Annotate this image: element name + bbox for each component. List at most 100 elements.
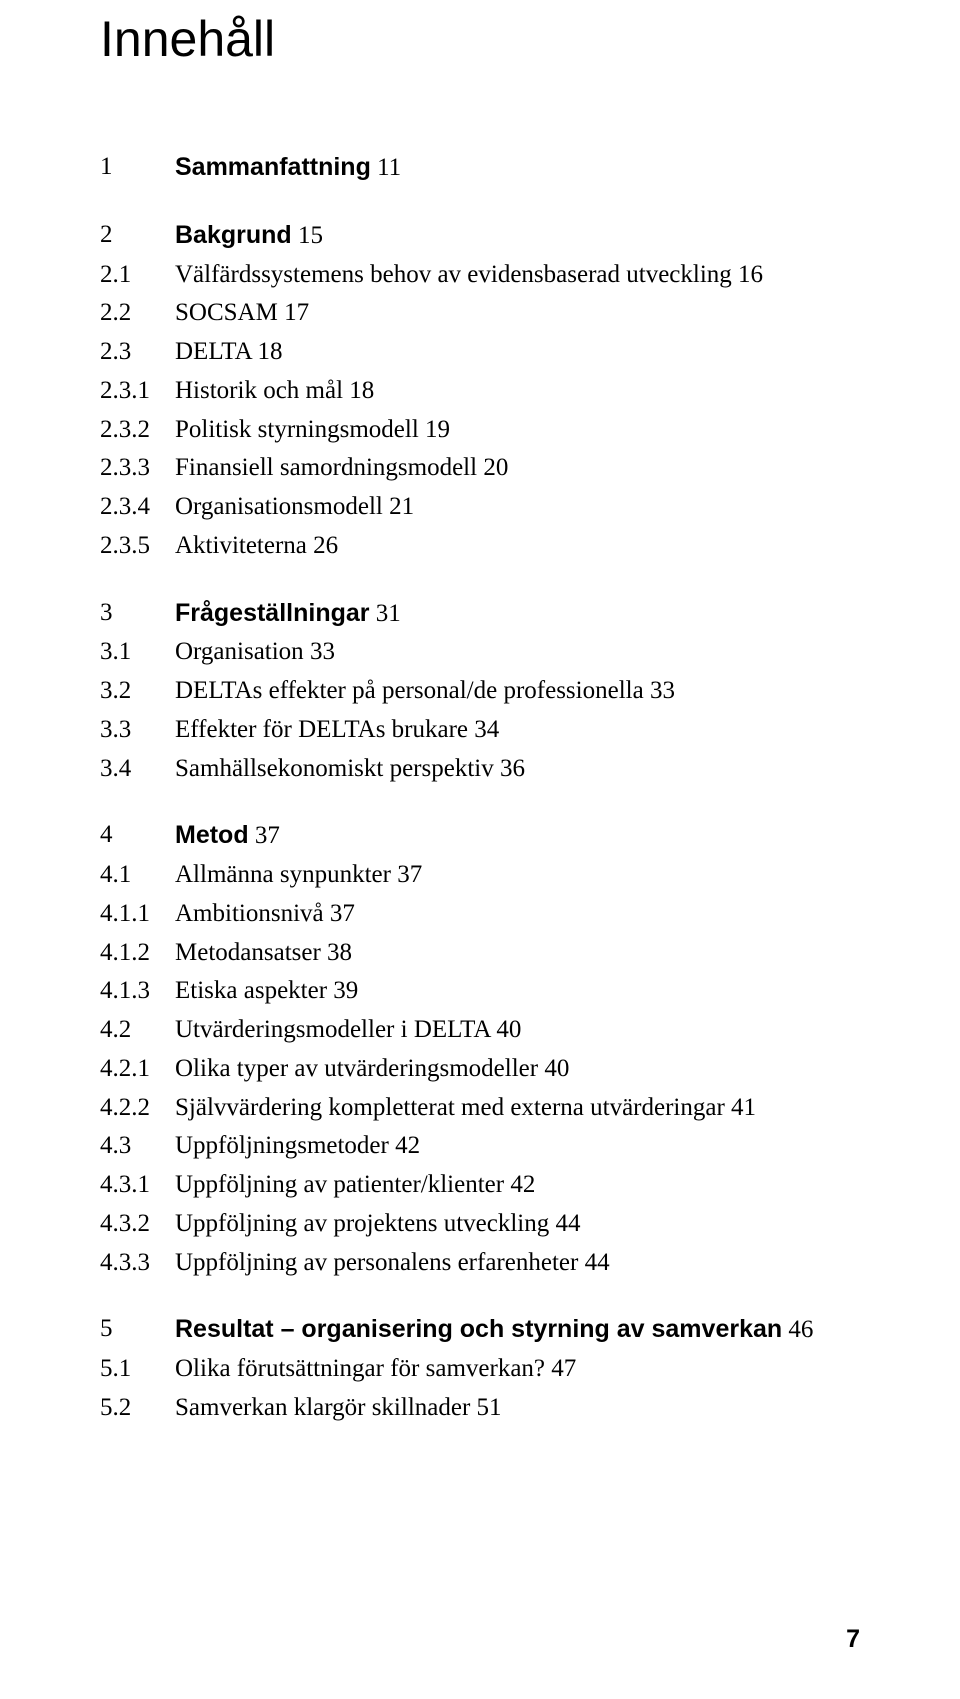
toc-entry: 5.2Samverkan klargör skillnader 51: [100, 1389, 860, 1428]
toc-entry-page: 40: [490, 1016, 521, 1043]
toc-entry-label: Uppföljning av patienter/klienter: [175, 1171, 504, 1198]
toc-entry-label: Samhällsekonomiskt perspektiv: [175, 755, 494, 782]
toc-entry-number: 2.3.1: [100, 372, 175, 411]
toc-entry-text: Politisk styrningsmodell 19: [175, 411, 860, 450]
toc-entry-number: 2.1: [100, 256, 175, 295]
toc-entry-page: 18: [251, 338, 282, 365]
toc-entry-page: 37: [324, 900, 355, 927]
toc-entry-label: Samverkan klargör skillnader: [175, 1394, 470, 1421]
toc-entry-label: Olika typer av utvärderingsmodeller: [175, 1055, 538, 1082]
toc-entry-label: Finansiell samordningsmodell: [175, 454, 477, 481]
toc-entry-label: Olika förutsättningar för samverkan?: [175, 1355, 545, 1382]
toc-entry-label: Aktiviteterna: [175, 532, 307, 559]
toc-entry-number: 4.2.1: [100, 1050, 175, 1089]
toc-entry-text: Effekter för DELTAs brukare 34: [175, 711, 860, 750]
toc-entry: 4.1.1Ambitionsnivå 37: [100, 895, 860, 934]
toc-entry-number: 4: [100, 816, 175, 856]
toc-entry-text: Historik och mål 18: [175, 372, 860, 411]
toc-entry-label: DELTAs effekter på personal/de professio…: [175, 677, 644, 704]
toc-entry-label: Metodansatser: [175, 939, 321, 966]
toc-entry: 4.1Allmänna synpunkter 37: [100, 856, 860, 895]
toc-entry-label: Uppföljning av personalens erfarenheter: [175, 1249, 578, 1276]
toc-entry-text: Samverkan klargör skillnader 51: [175, 1389, 860, 1428]
toc-entry-number: 3.4: [100, 750, 175, 789]
toc-entry-page: 34: [468, 716, 499, 743]
toc-entry-number: 5: [100, 1310, 175, 1350]
toc-entry-number: 3.2: [100, 672, 175, 711]
toc-entry: 4.2Utvärderingsmodeller i DELTA 40: [100, 1011, 860, 1050]
toc-entry: 4.3.3Uppföljning av personalens erfarenh…: [100, 1244, 860, 1283]
toc-entry-label: Effekter för DELTAs brukare: [175, 716, 468, 743]
toc-entry-label: DELTA: [175, 338, 251, 365]
toc-entry-text: Organisationsmodell 21: [175, 488, 860, 527]
toc-entry-page: 33: [644, 677, 675, 704]
toc-entry-number: 2: [100, 216, 175, 256]
toc-entry-page: 47: [545, 1355, 576, 1382]
toc-entry-number: 3: [100, 594, 175, 634]
toc-entry-label: Utvärderingsmodeller i DELTA: [175, 1016, 490, 1043]
toc-entry-number: 5.2: [100, 1389, 175, 1428]
toc-entry-number: 4.3.2: [100, 1205, 175, 1244]
toc-entry: 4.3.1Uppföljning av patienter/klienter 4…: [100, 1166, 860, 1205]
table-of-contents: 1Sammanfattning 112Bakgrund 152.1Välfärd…: [100, 148, 860, 1428]
toc-entry-page: 26: [307, 532, 338, 559]
toc-entry-page: 37: [391, 861, 422, 888]
document-page: Innehåll 1Sammanfattning 112Bakgrund 152…: [0, 0, 960, 1699]
toc-entry-number: 4.3.3: [100, 1244, 175, 1283]
toc-entry-page: 33: [304, 638, 335, 665]
toc-entry-page: 16: [732, 261, 763, 288]
toc-entry-label: Välfärdssystemens behov av evidensbasera…: [175, 261, 732, 288]
toc-entry-label: Allmänna synpunkter: [175, 861, 391, 888]
toc-entry-number: 4.3: [100, 1127, 175, 1166]
toc-entry-label: Ambitionsnivå: [175, 900, 324, 927]
toc-entry-page: 40: [538, 1055, 569, 1082]
toc-entry: 2.3.2Politisk styrningsmodell 19: [100, 411, 860, 450]
toc-entry: 4Metod 37: [100, 816, 860, 856]
toc-entry-number: 4.3.1: [100, 1166, 175, 1205]
toc-entry: 1Sammanfattning 11: [100, 148, 860, 188]
toc-entry-number: 2.3.2: [100, 411, 175, 450]
toc-entry-page: 15: [292, 222, 323, 249]
toc-entry-text: Metod 37: [175, 816, 860, 856]
toc-entry-page: 51: [470, 1394, 501, 1421]
toc-entry-page: 42: [389, 1132, 420, 1159]
toc-entry: 3.3Effekter för DELTAs brukare 34: [100, 711, 860, 750]
toc-entry: 3.1Organisation 33: [100, 633, 860, 672]
toc-entry-text: Uppföljning av projektens utveckling 44: [175, 1205, 860, 1244]
toc-entry: 5Resultat – organisering och styrning av…: [100, 1310, 860, 1350]
page-number: 7: [846, 1625, 860, 1654]
toc-entry-number: 1: [100, 148, 175, 188]
toc-entry-text: DELTA 18: [175, 333, 860, 372]
toc-entry-text: Finansiell samordningsmodell 20: [175, 449, 860, 488]
toc-entry-text: Uppföljning av personalens erfarenheter …: [175, 1244, 860, 1283]
toc-entry-page: 18: [343, 377, 374, 404]
toc-entry-number: 3.1: [100, 633, 175, 672]
toc-entry: 2.2SOCSAM 17: [100, 294, 860, 333]
toc-entry-text: Resultat – organisering och styrning av …: [175, 1310, 860, 1350]
toc-entry: 4.3Uppföljningsmetoder 42: [100, 1127, 860, 1166]
section-gap: [100, 188, 860, 216]
toc-entry: 4.3.2Uppföljning av projektens utvecklin…: [100, 1205, 860, 1244]
toc-entry-text: Självvärdering kompletterat med externa …: [175, 1089, 860, 1128]
toc-entry-text: Frågeställningar 31: [175, 594, 860, 634]
toc-entry: 2Bakgrund 15: [100, 216, 860, 256]
toc-entry-label: Självvärdering kompletterat med externa …: [175, 1094, 725, 1121]
toc-entry-label: Organisation: [175, 638, 304, 665]
toc-entry: 4.1.2Metodansatser 38: [100, 934, 860, 973]
toc-entry-label: SOCSAM: [175, 299, 278, 326]
toc-entry: 2.3.1Historik och mål 18: [100, 372, 860, 411]
toc-entry-page: 20: [477, 454, 508, 481]
toc-entry-label: Bakgrund: [175, 221, 292, 249]
toc-entry-label: Metod: [175, 821, 249, 849]
toc-entry-number: 2.3.5: [100, 527, 175, 566]
toc-entry-page: 37: [249, 822, 280, 849]
toc-entry-page: 19: [419, 416, 450, 443]
toc-entry-label: Uppföljning av projektens utveckling: [175, 1210, 549, 1237]
toc-entry: 2.3DELTA 18: [100, 333, 860, 372]
toc-entry-text: DELTAs effekter på personal/de professio…: [175, 672, 860, 711]
toc-entry-label: Sammanfattning: [175, 153, 371, 181]
toc-entry: 2.3.5Aktiviteterna 26: [100, 527, 860, 566]
toc-entry-number: 5.1: [100, 1350, 175, 1389]
toc-entry-page: 42: [504, 1171, 535, 1198]
toc-entry-number: 4.2: [100, 1011, 175, 1050]
